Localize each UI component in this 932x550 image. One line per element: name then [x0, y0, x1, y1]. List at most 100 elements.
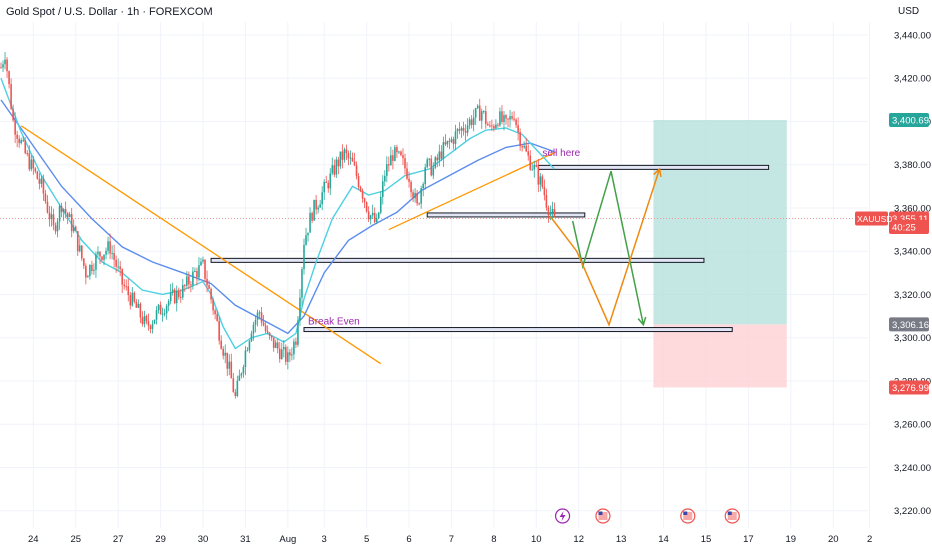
candle-body	[501, 111, 503, 122]
trendline	[388, 151, 557, 231]
candle-body	[359, 187, 362, 191]
loss-zone	[653, 324, 787, 388]
candle-body	[367, 211, 370, 220]
time-tick-label: 3	[322, 534, 327, 545]
candle-body	[232, 378, 235, 393]
candle-body	[147, 321, 150, 326]
candle-body	[101, 256, 103, 260]
candle-body	[137, 303, 140, 308]
price-tick-label: 3,340.00	[894, 247, 931, 258]
candle-body	[66, 213, 69, 218]
candle-body	[99, 251, 101, 257]
candle-body	[357, 176, 360, 188]
candle-body	[242, 367, 245, 374]
candle-body	[321, 192, 323, 205]
candle-body	[392, 155, 394, 161]
candle-body	[464, 131, 467, 133]
candle-body	[305, 235, 307, 245]
candle-body	[523, 145, 525, 148]
candle-body	[123, 284, 126, 287]
candle-body	[458, 128, 461, 131]
candle-body	[129, 295, 132, 306]
candle-body	[452, 139, 455, 144]
us-flag-icon	[724, 508, 740, 524]
candle-body	[390, 155, 392, 166]
time-tick-label: 25	[70, 534, 81, 545]
candle-body	[319, 204, 321, 208]
candle-body	[204, 259, 206, 279]
price-badge-label: 3,306.16	[892, 320, 929, 331]
candle-body	[121, 269, 123, 285]
candle-body	[258, 312, 261, 314]
candle-body	[400, 151, 402, 156]
candle-body	[260, 312, 263, 323]
currency-label[interactable]: USD	[898, 6, 920, 17]
candle-body	[248, 341, 251, 351]
candle-body	[175, 290, 178, 304]
candle-body	[325, 181, 328, 183]
time-tick-label: 13	[616, 534, 627, 545]
candle-body	[210, 288, 212, 300]
candle-body	[64, 208, 67, 214]
flag-canton	[727, 511, 732, 515]
position-box	[0, 119, 868, 388]
candle-body	[293, 341, 295, 355]
candle-body	[339, 151, 342, 167]
candle-body	[424, 167, 426, 185]
candle-body	[145, 316, 148, 322]
candle-body	[157, 304, 160, 311]
time-tick-label: 19	[786, 534, 797, 545]
candle-body	[246, 350, 249, 352]
candle-body	[497, 124, 499, 126]
candle-body	[206, 278, 208, 286]
time-tick-label: 30	[198, 534, 209, 545]
candle-body	[491, 125, 493, 127]
candle-body	[485, 111, 487, 125]
trendline-layer	[20, 125, 557, 365]
candle-body	[489, 125, 491, 127]
candle-body	[476, 105, 479, 109]
candle-body	[301, 269, 303, 298]
candle-body	[537, 166, 540, 185]
candle-body	[410, 181, 412, 193]
candle-body	[24, 140, 27, 154]
candle-body	[529, 155, 532, 170]
ema-slow-line	[0, 99, 555, 335]
time-tick-label: 31	[240, 534, 251, 545]
candle-body	[509, 116, 511, 120]
candle-body	[460, 127, 463, 131]
candle-body	[52, 214, 55, 226]
candle-body	[386, 164, 388, 176]
candle-body	[119, 266, 121, 270]
candle-body	[363, 198, 366, 203]
candle-body	[347, 153, 350, 159]
price-badge-target	[889, 112, 929, 127]
candle-body	[169, 292, 172, 302]
candle-body	[470, 119, 473, 125]
candle-body	[60, 206, 63, 213]
candle-body	[155, 310, 158, 320]
candle-body	[466, 125, 469, 133]
candle-body	[105, 250, 107, 255]
candle-body	[406, 168, 408, 179]
candle-body	[109, 241, 111, 254]
candle-body	[428, 158, 431, 160]
candle-body	[272, 337, 275, 348]
candle-body	[337, 159, 340, 167]
lightning-glyph	[559, 511, 566, 521]
candle-body	[499, 111, 501, 126]
candle-body	[440, 151, 443, 159]
candle-body	[315, 199, 317, 210]
candle-body	[268, 332, 271, 336]
candle-body	[62, 208, 65, 213]
candle-body	[355, 165, 358, 177]
candle-body	[412, 192, 414, 199]
candle-body	[240, 373, 243, 376]
candle-body	[222, 348, 224, 356]
candle-body	[416, 192, 418, 204]
candles-layer	[0, 51, 556, 399]
candle-body	[311, 212, 313, 221]
candle-body	[353, 161, 356, 166]
candle-body	[434, 157, 437, 168]
